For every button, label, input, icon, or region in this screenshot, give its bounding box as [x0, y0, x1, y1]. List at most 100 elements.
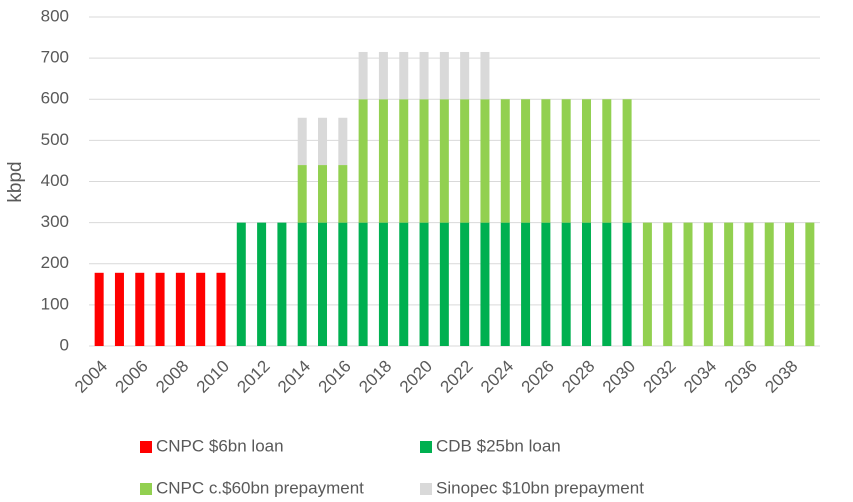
bar-segment: [399, 222, 409, 346]
bar-segment: [480, 51, 490, 100]
x-tick-label: 2034: [680, 357, 720, 397]
x-tick-label: 2004: [71, 357, 111, 397]
bar-segment: [460, 99, 470, 223]
legend-marker: [140, 441, 152, 453]
bar-segment: [419, 99, 429, 223]
bar-segment: [257, 222, 267, 346]
bar-segment: [764, 222, 774, 346]
y-tick-label: 100: [41, 294, 69, 313]
bar-segment: [602, 222, 612, 346]
bar-segment: [338, 222, 348, 346]
bar-segment: [297, 222, 307, 346]
bar-segment: [805, 222, 815, 346]
bar-segment: [318, 117, 328, 166]
legend-label: Sinopec $10bn prepayment: [436, 478, 644, 497]
bar-segment: [683, 222, 693, 346]
y-tick-label: 400: [41, 171, 69, 190]
bar-segment: [358, 99, 368, 223]
bar-segment: [480, 222, 490, 346]
bar-segment: [318, 165, 328, 223]
bar-segment: [297, 165, 307, 223]
x-tick-label: 2032: [640, 357, 680, 397]
bar-segment: [602, 99, 612, 223]
bar-segment: [378, 222, 388, 346]
bar-segment: [541, 99, 551, 223]
bar-segment: [460, 51, 470, 100]
bar-segment: [338, 165, 348, 223]
legend-label: CNPC $6bn loan: [156, 436, 284, 455]
bar-segment: [581, 222, 591, 346]
bar-segment: [358, 222, 368, 346]
y-tick-label: 700: [41, 48, 69, 67]
bar-segment: [521, 99, 531, 223]
bar-segment: [460, 222, 470, 346]
x-tick-label: 2008: [152, 357, 192, 397]
bar-segment: [500, 99, 510, 223]
bar-segment: [663, 222, 673, 346]
x-tick-label: 2030: [599, 357, 639, 397]
bar-segment: [622, 99, 632, 223]
bar-segment: [155, 272, 165, 346]
bar-segment: [561, 99, 571, 223]
x-tick-label: 2014: [274, 357, 314, 397]
bar-segment: [521, 222, 531, 346]
x-tick-label: 2036: [721, 357, 761, 397]
y-tick-label: 600: [41, 89, 69, 108]
legend-label: CNPC c.$60bn prepayment: [156, 478, 364, 497]
bar-segment: [419, 51, 429, 100]
bar-segment: [561, 222, 571, 346]
bar-segment: [480, 99, 490, 223]
legend-marker: [420, 483, 432, 495]
bar-segment: [338, 117, 348, 166]
bar-segment: [439, 99, 449, 223]
bar-segment: [318, 222, 328, 346]
x-tick-label: 2038: [761, 357, 801, 397]
bar-segment: [724, 222, 734, 346]
bar-segment: [175, 272, 185, 346]
bar-segment: [642, 222, 652, 346]
bar-segment: [297, 117, 307, 166]
x-tick-label: 2012: [233, 357, 273, 397]
bar-segment: [541, 222, 551, 346]
bar-segment: [236, 222, 246, 346]
x-tick-label: 2028: [558, 357, 598, 397]
bar-segment: [439, 222, 449, 346]
x-tick-label: 2026: [518, 357, 558, 397]
bar-segment: [399, 51, 409, 100]
bar-segment: [419, 222, 429, 346]
y-tick-label: 800: [41, 6, 69, 25]
bar-segment: [94, 272, 104, 346]
x-tick-label: 2010: [193, 357, 233, 397]
x-tick-label: 2006: [112, 357, 152, 397]
bar-segment: [216, 272, 226, 346]
x-tick-label: 2020: [396, 357, 436, 397]
y-axis-label: kbpd: [5, 161, 26, 202]
x-tick-label: 2024: [477, 357, 517, 397]
bar-segment: [378, 51, 388, 100]
bar-segment: [500, 222, 510, 346]
legend-label: CDB $25bn loan: [436, 436, 561, 455]
x-tick-label: 2022: [436, 357, 476, 397]
y-tick-label: 300: [41, 212, 69, 231]
legend-marker: [140, 483, 152, 495]
bar-segment: [703, 222, 713, 346]
bar-segment: [399, 99, 409, 223]
y-tick-label: 0: [60, 335, 69, 354]
bar-segment: [135, 272, 145, 346]
bar-segment: [196, 272, 206, 346]
bar-segment: [581, 99, 591, 223]
y-tick-label: 200: [41, 253, 69, 272]
bar-segment: [622, 222, 632, 346]
x-tick-label: 2018: [355, 357, 395, 397]
legend-marker: [420, 441, 432, 453]
bar-segment: [744, 222, 754, 346]
bar-segment: [114, 272, 124, 346]
y-tick-label: 500: [41, 130, 69, 149]
bar-segment: [378, 99, 388, 223]
x-tick-label: 2016: [315, 357, 355, 397]
bar-segment: [439, 51, 449, 100]
bar-segment: [358, 51, 368, 100]
bar-segment: [785, 222, 795, 346]
bar-segment: [277, 222, 287, 346]
